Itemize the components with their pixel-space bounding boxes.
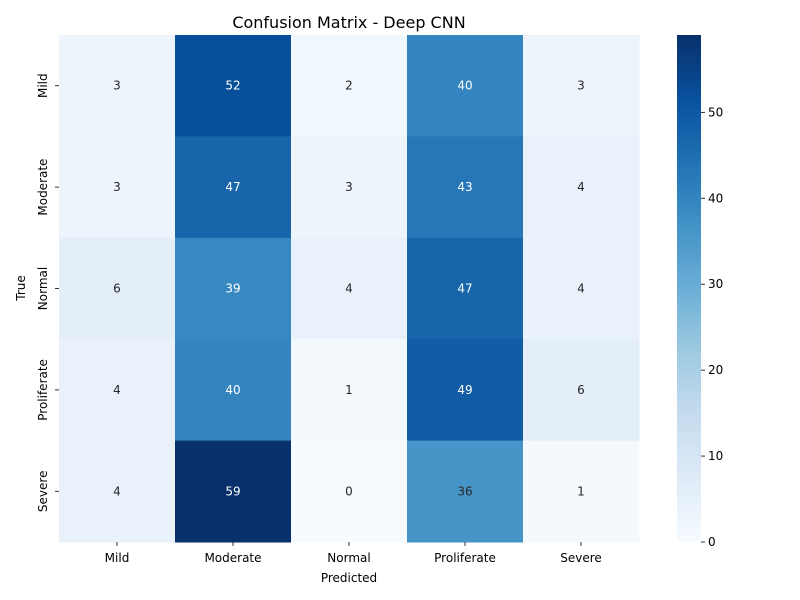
- heatmap-cell: [291, 237, 408, 340]
- heatmap-cell: [59, 237, 176, 340]
- colorbar-tick-label: 40: [708, 191, 723, 205]
- heatmap-cell: [175, 339, 292, 442]
- heatmap-cell: [291, 440, 408, 543]
- y-axis-label: True: [14, 275, 28, 302]
- cell-value-label: 4: [113, 484, 121, 498]
- x-tick-label: Proliferate: [434, 551, 496, 565]
- heatmap-cell: [175, 237, 292, 340]
- x-tick-label: Severe: [560, 551, 602, 565]
- heatmap-cell: [407, 440, 524, 543]
- heatmap-cells: [59, 35, 640, 543]
- cell-value-label: 1: [577, 484, 585, 498]
- heatmap-cell: [291, 339, 408, 442]
- heatmap-cell: [523, 440, 640, 543]
- cell-value-label: 1: [345, 383, 353, 397]
- cell-value-label: 4: [345, 282, 353, 296]
- heatmap-cell: [59, 440, 176, 543]
- colorbar: 0 10 20 30 40 50: [677, 35, 723, 549]
- heatmap-cell: [59, 35, 176, 137]
- y-tick-label: Normal: [36, 267, 50, 310]
- cell-value-label: 3: [345, 180, 353, 194]
- heatmap-cell: [175, 35, 292, 137]
- cell-value-label: 6: [113, 282, 121, 296]
- heatmap-cell: [523, 339, 640, 442]
- heatmap-cell-labels: 3 52 2 40 3 3 47 3 43 4 6 39 4 47 4 4 40 1 49 6 4 59 0 36 1: [113, 79, 585, 499]
- cell-value-label: 2: [345, 79, 353, 93]
- colorbar-gradient: [677, 35, 701, 542]
- x-axis-ticks: Mild Moderate Normal Proliferate Severe: [105, 542, 602, 565]
- cell-value-label: 6: [577, 383, 585, 397]
- cell-value-label: 49: [457, 383, 472, 397]
- colorbar-tick-label: 10: [708, 449, 723, 463]
- heatmap-cell: [407, 136, 524, 239]
- x-tick-label: Moderate: [204, 551, 261, 565]
- cell-value-label: 4: [577, 180, 585, 194]
- heatmap-cell: [523, 237, 640, 340]
- x-axis-label: Predicted: [321, 571, 377, 585]
- cell-value-label: 3: [113, 79, 121, 93]
- heatmap-cell: [407, 339, 524, 442]
- cell-value-label: 4: [113, 383, 121, 397]
- heatmap-cell: [175, 440, 292, 543]
- cell-value-label: 52: [225, 79, 240, 93]
- cell-value-label: 3: [577, 79, 585, 93]
- chart-title: Confusion Matrix - Deep CNN: [232, 13, 465, 32]
- colorbar-tick-label: 50: [708, 105, 723, 119]
- cell-value-label: 47: [225, 180, 240, 194]
- y-tick-label: Proliferate: [36, 359, 50, 421]
- x-tick-label: Normal: [327, 551, 370, 565]
- heatmap-cell: [407, 35, 524, 137]
- cell-value-label: 40: [457, 79, 472, 93]
- cell-value-label: 3: [113, 180, 121, 194]
- colorbar-tick-label: 0: [708, 535, 716, 549]
- heatmap-cell: [59, 339, 176, 442]
- cell-value-label: 4: [577, 282, 585, 296]
- y-tick-label: Moderate: [36, 159, 50, 216]
- colorbar-tick-label: 30: [708, 277, 723, 291]
- colorbar-tick-label: 20: [708, 363, 723, 377]
- cell-value-label: 40: [225, 383, 240, 397]
- cell-value-label: 36: [457, 484, 472, 498]
- y-tick-label: Severe: [36, 471, 50, 513]
- cell-value-label: 47: [457, 282, 472, 296]
- cell-value-label: 39: [225, 282, 240, 296]
- heatmap-cell: [407, 237, 524, 340]
- heatmap-cell: [291, 35, 408, 137]
- cell-value-label: 0: [345, 484, 353, 498]
- cell-value-label: 59: [225, 484, 240, 498]
- heatmap-cell: [175, 136, 292, 239]
- cell-value-label: 43: [457, 180, 472, 194]
- heatmap-cell: [59, 136, 176, 239]
- heatmap-cell: [291, 136, 408, 239]
- x-tick-label: Mild: [105, 551, 130, 565]
- y-tick-label: Mild: [36, 73, 50, 98]
- heatmap-cell: [523, 136, 640, 239]
- heatmap-cell: [523, 35, 640, 137]
- y-axis-ticks: Mild Moderate Normal Proliferate Severe: [36, 73, 59, 512]
